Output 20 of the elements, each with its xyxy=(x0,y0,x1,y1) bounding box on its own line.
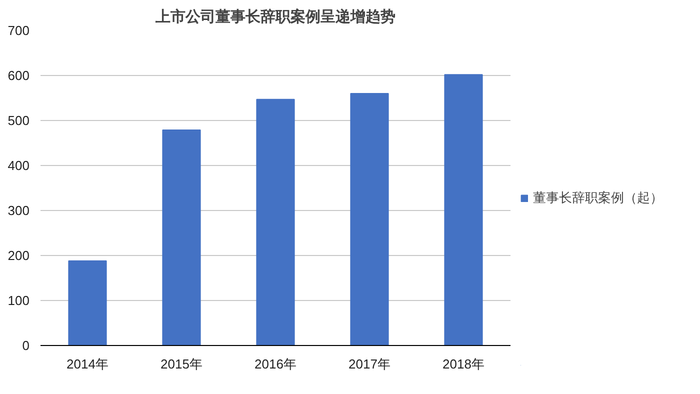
y-tick-label: 700 xyxy=(8,23,30,38)
x-tick-label: 2016年 xyxy=(254,356,296,372)
y-tick-label: 0 xyxy=(22,338,30,353)
bar xyxy=(350,93,389,346)
x-tick-label: 2017年 xyxy=(348,356,390,372)
bar xyxy=(444,74,483,346)
x-tick-label: 2018年 xyxy=(442,356,484,372)
bar xyxy=(68,260,107,346)
y-tick-label: 300 xyxy=(8,203,30,218)
legend-label: 董事长辞职案例（起） xyxy=(533,188,663,206)
chart-title: 上市公司董事长辞职案例呈递增趋势 xyxy=(154,8,396,26)
y-tick-label: 100 xyxy=(8,293,30,308)
y-tick-label: 200 xyxy=(8,248,30,263)
y-tick-label: 500 xyxy=(8,113,30,128)
x-tick-label: 2015年 xyxy=(160,356,202,372)
bar xyxy=(162,129,201,346)
x-tick-label: 2014年 xyxy=(66,356,108,372)
y-tick-label: 400 xyxy=(8,158,30,173)
y-tick-label: 600 xyxy=(8,68,30,83)
bar xyxy=(256,98,295,346)
